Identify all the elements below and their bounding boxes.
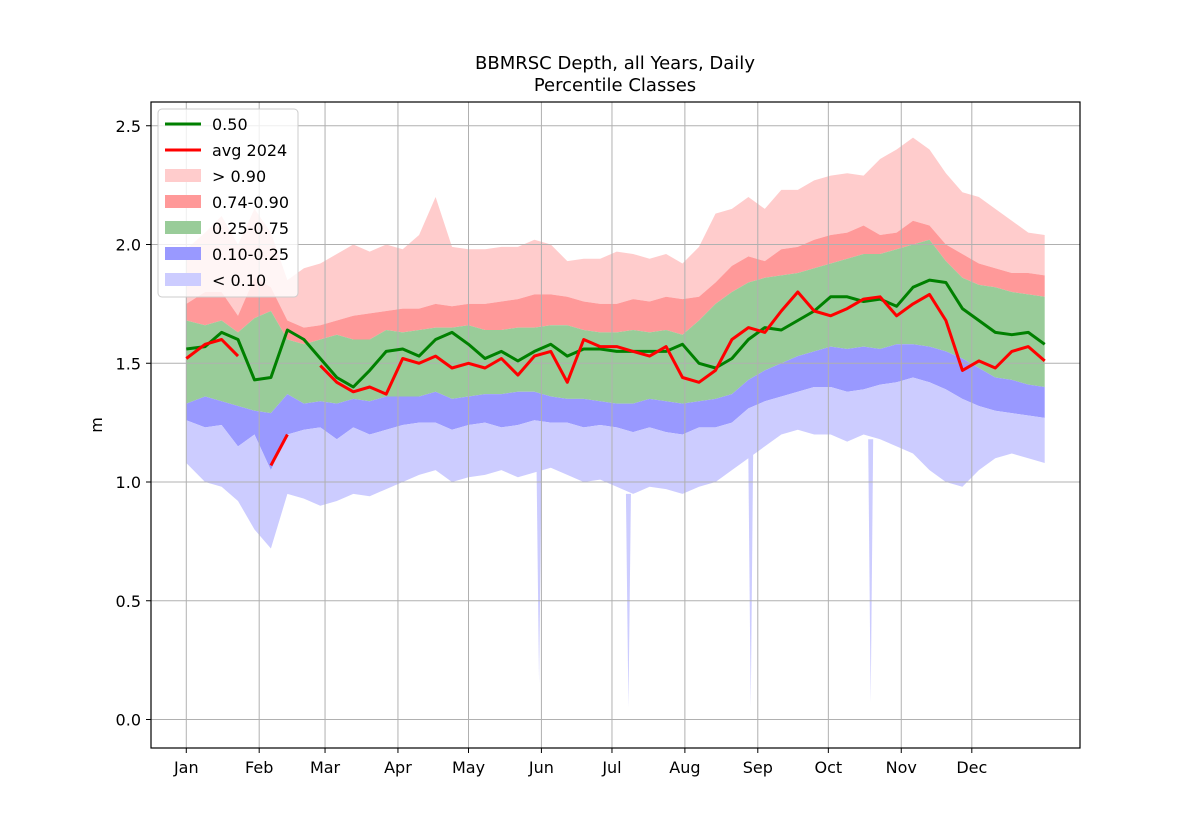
x-tick-label: Mar xyxy=(310,758,341,777)
legend-swatch xyxy=(165,195,201,208)
band-74-90 xyxy=(186,220,1045,345)
legend-swatch xyxy=(165,169,201,182)
legend-swatch xyxy=(165,273,201,286)
x-tick-label: Aug xyxy=(669,758,700,777)
band-below-10 xyxy=(186,377,1045,549)
series-lines xyxy=(185,278,1046,467)
legend-label: 0.74-0.90 xyxy=(212,193,289,212)
x-tick-label: Sep xyxy=(743,758,773,777)
x-tick-label: Apr xyxy=(384,758,412,777)
legend-label: < 0.10 xyxy=(212,271,266,290)
legend-label: > 0.90 xyxy=(212,167,266,186)
band-10-25 xyxy=(186,344,1045,471)
band-above-90 xyxy=(186,137,1045,328)
axes-frame xyxy=(150,101,1081,749)
avg-2024-line xyxy=(185,290,1046,467)
band-25-75 xyxy=(186,239,1045,414)
x-tick-label: Jun xyxy=(528,758,554,777)
y-tick-label: 2.0 xyxy=(116,236,141,255)
x-tick-label: May xyxy=(452,758,485,777)
x-axis-ticks: Jan Feb Mar Apr May Jun Jul Aug Sep Oct Nov Dec xyxy=(173,748,987,777)
legend-label: 0.25-0.75 xyxy=(212,219,289,238)
legend: 0.50 avg 2024 > 0.90 0.74-0.90 0.25-0.75 0.10… xyxy=(157,108,299,298)
chart-title: BBMRSC Depth, all Years, Daily xyxy=(475,53,755,74)
legend-label: avg 2024 xyxy=(212,141,287,160)
percentile-bands xyxy=(186,137,1045,708)
y-tick-label: 1.5 xyxy=(116,354,141,373)
chart-subtitle: Percentile Classes xyxy=(534,75,696,96)
legend-swatch xyxy=(165,221,201,234)
x-tick-label: Jan xyxy=(173,758,199,777)
median-line xyxy=(186,278,1046,389)
y-tick-label: 0.0 xyxy=(116,711,141,730)
y-tick-label: 1.0 xyxy=(116,473,141,492)
x-tick-label: Oct xyxy=(815,758,843,777)
x-tick-label: Dec xyxy=(956,758,987,777)
y-tick-label: 0.5 xyxy=(116,592,141,611)
x-tick-label: Feb xyxy=(245,758,273,777)
plot-area xyxy=(150,101,1081,749)
low-dip-0 xyxy=(536,467,542,684)
y-tick-label: 2.5 xyxy=(116,117,141,136)
x-tick-label: Nov xyxy=(886,758,917,777)
low-dip-2 xyxy=(748,446,754,708)
y-axis-label: m xyxy=(87,417,106,433)
legend-label: 0.10-0.25 xyxy=(212,245,289,264)
y-axis-ticks: 0.0 0.5 1.0 1.5 2.0 2.5 xyxy=(116,117,151,730)
x-tick-label: Jul xyxy=(601,758,621,777)
legend-swatch xyxy=(165,247,201,260)
low-dip-3 xyxy=(868,439,874,703)
legend-label: 0.50 xyxy=(212,115,248,134)
